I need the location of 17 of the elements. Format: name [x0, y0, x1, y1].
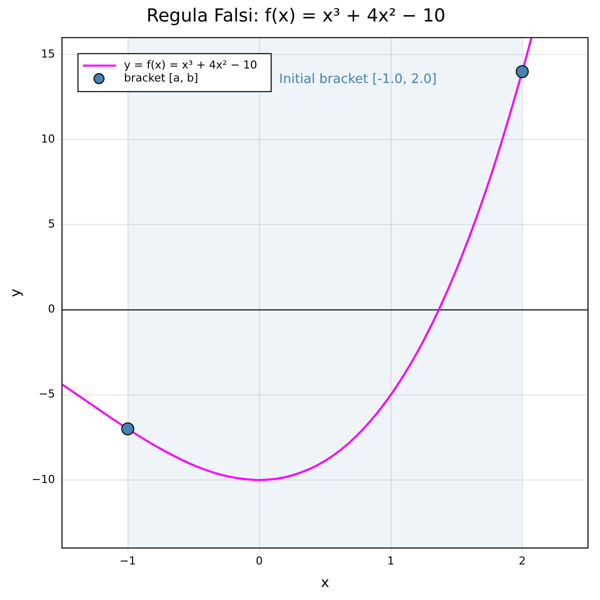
y-tick-label: 10	[41, 132, 56, 146]
legend-label: y = f(x) = x³ + 4x² − 10	[124, 58, 258, 72]
x-tick-label: −1	[120, 554, 136, 568]
x-tick-label: 2	[518, 554, 526, 568]
y-tick-label: −5	[38, 388, 56, 401]
y-tick-label: 0	[48, 302, 56, 316]
band-label: Initial bracket [-1.0, 2.0]	[279, 72, 437, 87]
line-series	[62, 38, 532, 481]
chart-title: Regula Falsi: f(x) = x³ + 4x² − 10	[146, 5, 446, 26]
x-axis-title: x	[320, 575, 330, 592]
y-axis-title: y	[8, 288, 24, 297]
x-tick-label: 0	[256, 554, 263, 568]
y-tick-label: 5	[48, 218, 56, 231]
y-tick-label: 15	[41, 47, 56, 60]
x-tick-label: 1	[387, 554, 394, 568]
y-tick-label: −10	[32, 472, 56, 486]
legend-label: bracket [a, b]	[124, 71, 198, 84]
